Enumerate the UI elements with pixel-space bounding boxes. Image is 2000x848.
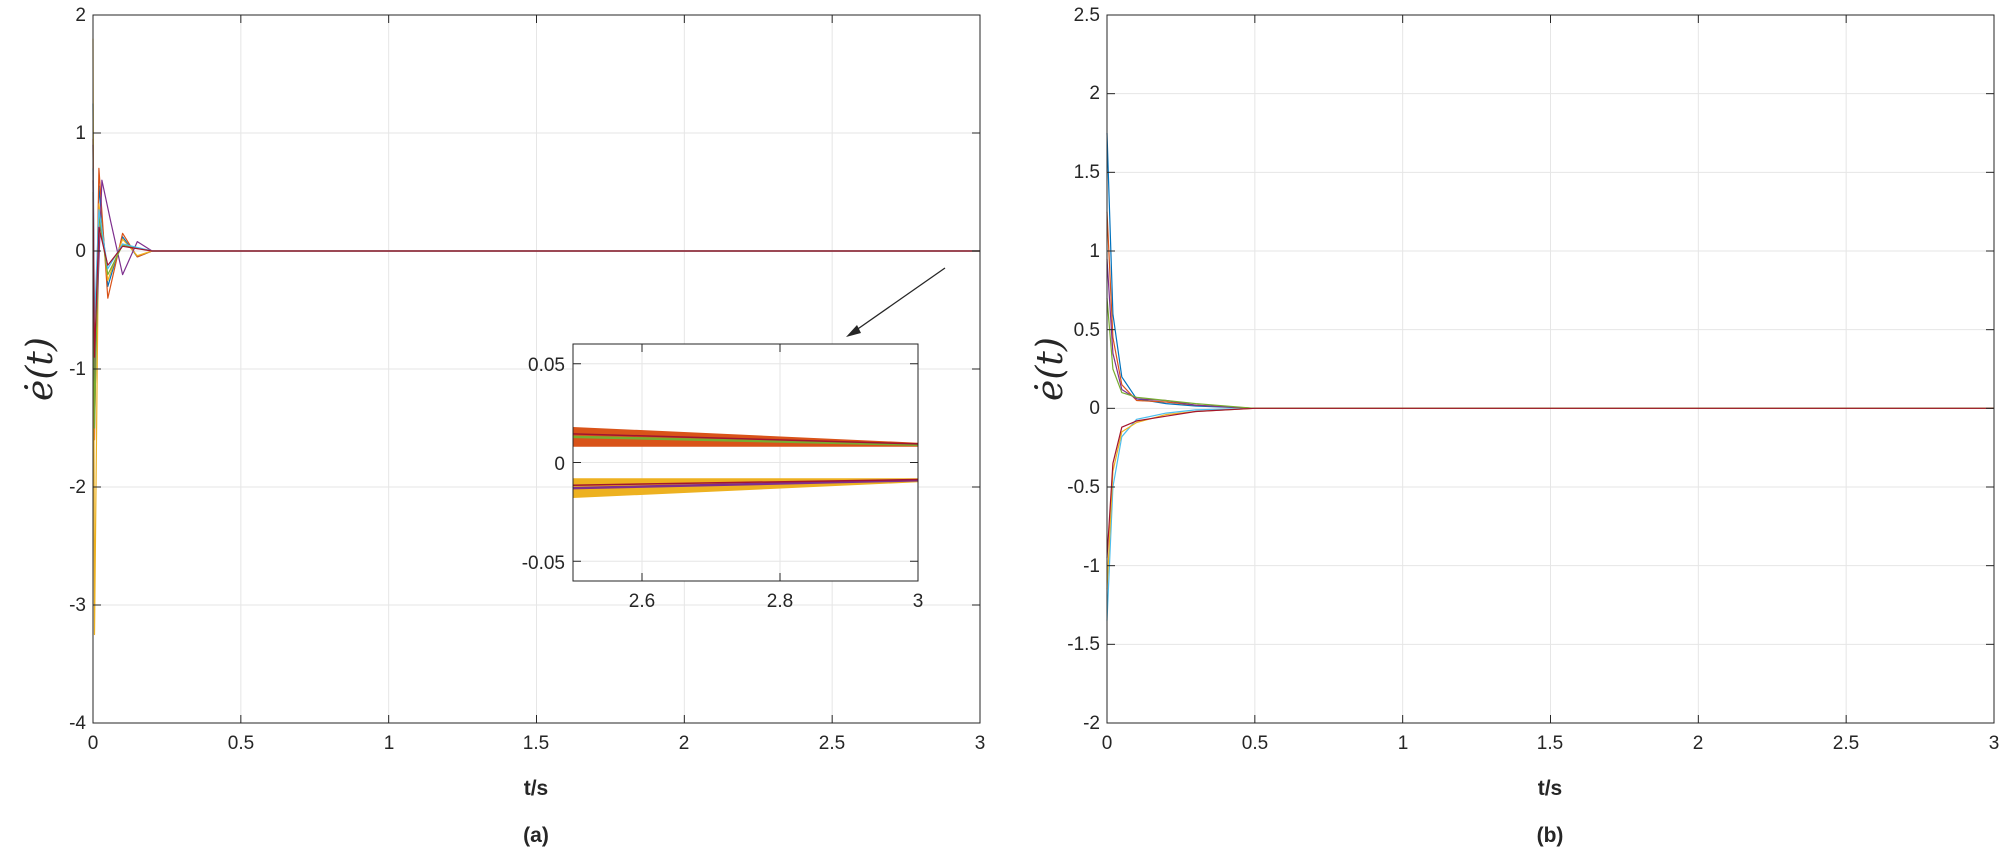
x-tick-b-5: 2.5 (1833, 733, 1859, 754)
y-tick-b-8: 2 (1089, 83, 1100, 104)
panel-a: -4 -3 -2 -1 0 1 2 0 0.5 1 1.5 2 2.5 3 t/… (20, 5, 985, 847)
series-group-a (92, 38, 980, 636)
x-tick-b-3: 1.5 (1537, 733, 1563, 754)
y-tick-b-7: 1.5 (1074, 162, 1100, 183)
tick-marks-a (92, 14, 981, 724)
series-group-b (1106, 132, 1994, 621)
panel-caption-b: (b) (1537, 824, 1564, 847)
x-tick-b-4: 2 (1693, 733, 1704, 754)
y-axis-label-a: ė(t) (20, 337, 61, 401)
x-tick-a-3: 1.5 (523, 733, 549, 754)
x-tick-a-1: 0.5 (228, 733, 254, 754)
inset-series-bands (572, 426, 919, 499)
zoom-arrow (846, 267, 946, 337)
x-tick-a-0: 0 (88, 733, 99, 754)
y-tick-b-4: 0 (1089, 398, 1100, 419)
x-axis-label-a: t/s (524, 777, 549, 800)
y-tick-b-5: 0.5 (1074, 320, 1100, 341)
inset-y-tick-2: 0.05 (528, 355, 565, 376)
x-axis-label-b: t/s (1538, 777, 1563, 800)
inset-y-tick-0: -0.05 (522, 553, 565, 574)
x-tick-b-0: 0 (1102, 733, 1113, 754)
inset-tick-marks (573, 344, 919, 581)
y-tick-b-6: 1 (1089, 241, 1100, 262)
inset-x-tick-2: 3 (913, 591, 924, 612)
y-tick-a-2: -2 (69, 477, 86, 498)
y-tick-b-3: -0.5 (1067, 477, 1100, 498)
inset-y-tick-1: 0 (554, 454, 565, 475)
x-tick-b-1: 0.5 (1242, 733, 1268, 754)
y-tick-b-2: -1 (1083, 556, 1100, 577)
panel-caption-a: (a) (523, 824, 549, 847)
a-series-line-6 (92, 180, 980, 358)
inset-upper-band-center-line (572, 435, 919, 446)
inset-upper-band-edge-line (572, 433, 919, 445)
b-series-line-6 (1106, 407, 1994, 558)
y-tick-a-4: 0 (75, 241, 86, 262)
y-tick-b-9: 2.5 (1074, 5, 1100, 26)
x-tick-a-6: 3 (975, 733, 986, 754)
x-tick-b-2: 1 (1398, 733, 1409, 754)
x-tick-a-5: 2.5 (819, 733, 845, 754)
grid-b (1106, 14, 1995, 724)
y-tick-a-5: 1 (75, 123, 86, 144)
y-tick-b-0: -2 (1083, 713, 1100, 734)
b-series-line-5 (1106, 298, 1994, 409)
tick-marks-b (1106, 14, 1995, 724)
panel-b: -2 -1.5 -1 -0.5 0 0.5 1 1.5 2 2.5 0 0.5 … (1030, 5, 1999, 847)
x-tick-a-4: 2 (679, 733, 690, 754)
inset-x-tick-1: 2.8 (767, 591, 793, 612)
y-tick-a-6: 2 (75, 5, 86, 26)
inset-x-tick-0: 2.6 (629, 591, 655, 612)
inset-a: -0.05 0 0.05 2.6 2.8 3 (522, 343, 924, 612)
inset-lower-band-center-line (572, 479, 919, 490)
y-tick-a-3: -1 (69, 359, 86, 380)
x-tick-b-6: 3 (1989, 733, 2000, 754)
inset-lower-band-edge-line (572, 478, 919, 486)
y-tick-a-1: -3 (69, 595, 86, 616)
y-axis-label-b: ė(t) (1030, 337, 1071, 401)
y-tick-b-1: -1.5 (1067, 634, 1100, 655)
y-tick-a-0: -4 (69, 713, 86, 734)
x-tick-a-2: 1 (384, 733, 395, 754)
